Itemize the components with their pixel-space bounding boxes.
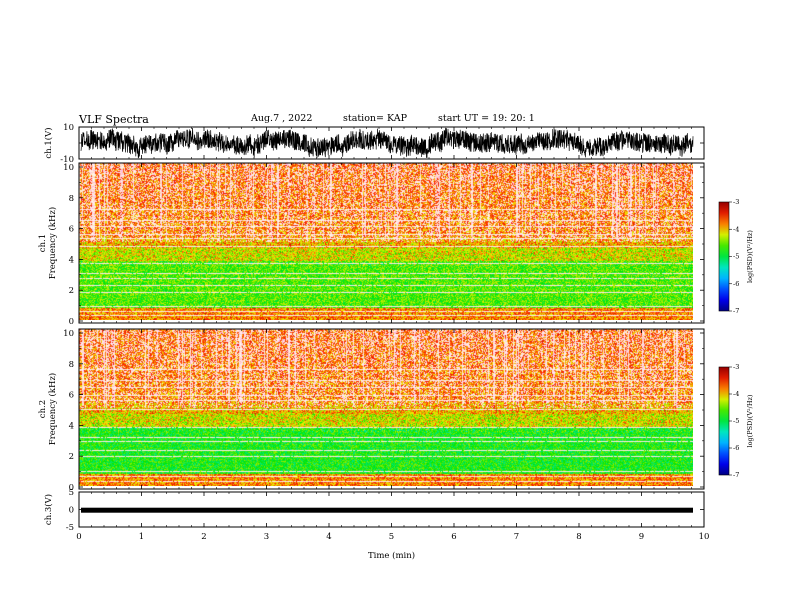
ch3-waveform-trace bbox=[81, 507, 693, 513]
ch1-waveform-trace bbox=[80, 127, 694, 159]
spec2-y-tick-label: 10 bbox=[63, 329, 74, 339]
spec2-y-tick-label: 2 bbox=[69, 452, 74, 462]
spec1-y-tick-label: 2 bbox=[69, 286, 74, 296]
spec1-y-tick-label: 6 bbox=[69, 225, 74, 235]
x-tick-label: 5 bbox=[389, 532, 394, 542]
colorbar-1-tick-label: -7 bbox=[733, 307, 739, 315]
colorbar-1-tick-label: -5 bbox=[733, 253, 739, 261]
station-label: station= KAP bbox=[343, 113, 407, 124]
spec1-y-tick-label: 4 bbox=[69, 255, 74, 265]
spec2-y-tick-label: 6 bbox=[69, 391, 74, 401]
colorbar-2-tick-label: -6 bbox=[733, 444, 739, 452]
spec2-y-tick-label: 4 bbox=[69, 421, 74, 431]
ch1-y-tick-label: -10 bbox=[60, 155, 74, 165]
figure-title: VLF Spectra bbox=[79, 113, 149, 126]
colorbar-2 bbox=[718, 366, 730, 476]
spec1-y-tick-label: 8 bbox=[69, 194, 74, 204]
spectrogram-ch1-image bbox=[79, 163, 693, 320]
x-axis-label: Time (min) bbox=[368, 550, 415, 561]
spec1-y-tick-label: 0 bbox=[69, 317, 74, 327]
x-tick-label: 4 bbox=[326, 532, 331, 542]
x-tick-label: 0 bbox=[76, 532, 81, 542]
ch1-wave-y-label: ch.1(V) bbox=[43, 127, 54, 158]
panel-frame bbox=[78, 162, 705, 324]
spec1-y-label: ch.1Frequency (kHz) bbox=[38, 207, 58, 279]
colorbar-2-label: log(PSD)(V²/Hz) bbox=[746, 394, 754, 447]
ch3-y-tick-label: -5 bbox=[66, 523, 74, 533]
start-time-label: start UT = 19: 20: 1 bbox=[438, 113, 535, 124]
ch3-wave-y-label: ch.3(V) bbox=[43, 494, 54, 525]
ch1-y-tick-label: 10 bbox=[63, 123, 74, 133]
date-label: Aug.7 , 2022 bbox=[251, 113, 313, 124]
x-tick-label: 6 bbox=[451, 532, 456, 542]
ch3-y-tick-label: 5 bbox=[69, 488, 74, 498]
ch3-y-tick-label: 0 bbox=[69, 506, 74, 516]
x-tick-label: 10 bbox=[699, 532, 710, 542]
colorbar-2-tick-label: -3 bbox=[733, 363, 739, 371]
x-tick-label: 3 bbox=[264, 532, 269, 542]
spec1-y-tick-label: 10 bbox=[63, 163, 74, 173]
x-tick-label: 2 bbox=[201, 532, 206, 542]
x-tick-label: 1 bbox=[139, 532, 144, 542]
x-tick-label: 9 bbox=[639, 532, 644, 542]
x-tick-label: 7 bbox=[514, 532, 519, 542]
spec2-y-tick-label: 8 bbox=[69, 360, 74, 370]
colorbar-1-tick-label: -4 bbox=[733, 225, 739, 233]
colorbar-1-tick-label: -6 bbox=[733, 280, 739, 288]
colorbar-1-label: log(PSD)(V²/Hz) bbox=[746, 230, 754, 283]
panel-frame bbox=[78, 328, 705, 490]
colorbar-2-tick-label: -4 bbox=[733, 390, 739, 398]
x-tick-label: 8 bbox=[576, 532, 581, 542]
spec2-y-label: ch.2Frequency (kHz) bbox=[38, 373, 58, 445]
colorbar-1 bbox=[718, 201, 730, 312]
spectrogram-ch2-image bbox=[79, 329, 693, 486]
colorbar-2-tick-label: -5 bbox=[733, 417, 739, 425]
spec2-y-tick-label: 0 bbox=[69, 483, 74, 493]
colorbar-1-tick-label: -3 bbox=[733, 198, 739, 206]
colorbar-2-tick-label: -7 bbox=[733, 471, 739, 479]
